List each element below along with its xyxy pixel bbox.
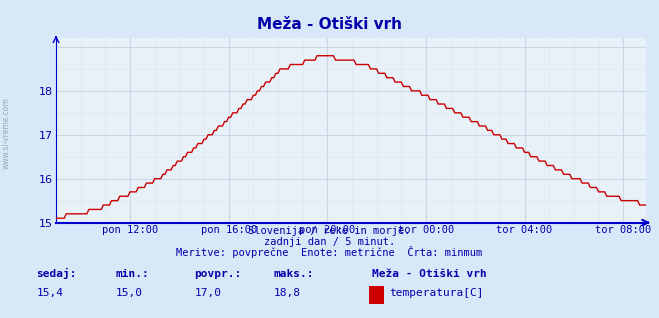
- Text: 17,0: 17,0: [194, 288, 221, 298]
- Text: Meža - Otiški vrh: Meža - Otiški vrh: [257, 17, 402, 32]
- Text: Meritve: povprečne  Enote: metrične  Črta: minmum: Meritve: povprečne Enote: metrične Črta:…: [177, 246, 482, 258]
- Text: povpr.:: povpr.:: [194, 269, 242, 279]
- Text: sedaj:: sedaj:: [36, 268, 76, 279]
- Text: maks.:: maks.:: [273, 269, 314, 279]
- Text: 15,4: 15,4: [36, 288, 63, 298]
- Text: min.:: min.:: [115, 269, 149, 279]
- Text: temperatura[C]: temperatura[C]: [389, 288, 483, 298]
- Text: Meža - Otiški vrh: Meža - Otiški vrh: [372, 269, 487, 279]
- Text: zadnji dan / 5 minut.: zadnji dan / 5 minut.: [264, 237, 395, 247]
- Text: www.si-vreme.com: www.si-vreme.com: [2, 98, 11, 169]
- Text: 15,0: 15,0: [115, 288, 142, 298]
- Text: 18,8: 18,8: [273, 288, 301, 298]
- Text: Slovenija / reke in morje.: Slovenija / reke in morje.: [248, 226, 411, 236]
